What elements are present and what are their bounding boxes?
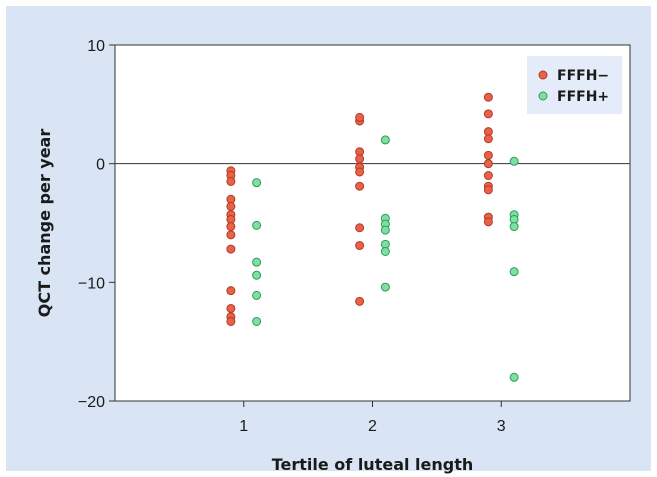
y-axis: 10 0 −10 −20 bbox=[78, 38, 115, 411]
legend-label-fffh-minus: FFFH− bbox=[557, 68, 609, 84]
y-tick-label: −20 bbox=[78, 394, 105, 411]
legend-marker-fffh-minus bbox=[538, 70, 548, 80]
point-fffh-minus bbox=[355, 223, 365, 233]
legend-marker-fffh-plus bbox=[538, 91, 548, 101]
point-fffh-minus bbox=[483, 171, 493, 181]
point-fffh-plus bbox=[380, 246, 390, 256]
y-tick-label: −10 bbox=[78, 275, 105, 292]
point-fffh-plus bbox=[380, 225, 390, 235]
y-axis-title: QCT change per year bbox=[35, 129, 54, 318]
point-fffh-minus bbox=[483, 217, 493, 227]
point-fffh-plus bbox=[252, 290, 262, 300]
point-fffh-plus bbox=[252, 270, 262, 280]
point-fffh-plus bbox=[380, 135, 390, 145]
point-fffh-minus bbox=[226, 303, 236, 313]
x-axis-title: Tertile of luteal length bbox=[272, 455, 474, 474]
point-fffh-minus bbox=[483, 159, 493, 169]
point-fffh-minus bbox=[483, 109, 493, 119]
x-tick-label: 3 bbox=[497, 418, 506, 435]
x-tick-label: 1 bbox=[239, 418, 248, 435]
point-fffh-minus bbox=[355, 154, 365, 164]
x-axis: 1 2 3 bbox=[239, 401, 506, 435]
point-fffh-minus bbox=[355, 167, 365, 177]
point-fffh-minus bbox=[226, 222, 236, 232]
point-fffh-minus bbox=[226, 176, 236, 186]
point-fffh-plus bbox=[509, 267, 519, 277]
point-fffh-minus bbox=[226, 316, 236, 326]
point-fffh-minus bbox=[355, 112, 365, 122]
point-fffh-minus bbox=[355, 181, 365, 191]
legend-box bbox=[527, 56, 622, 114]
y-tick-label: 0 bbox=[96, 157, 105, 174]
legend-label-fffh-plus: FFFH+ bbox=[557, 89, 609, 105]
data-points bbox=[226, 92, 519, 382]
point-fffh-plus bbox=[252, 178, 262, 188]
point-fffh-plus bbox=[252, 220, 262, 230]
y-tick-label: 10 bbox=[87, 38, 105, 55]
legend: FFFH− FFFH+ bbox=[527, 56, 622, 114]
point-fffh-minus bbox=[483, 185, 493, 195]
point-fffh-minus bbox=[226, 230, 236, 240]
point-fffh-minus bbox=[355, 241, 365, 251]
point-fffh-minus bbox=[226, 201, 236, 211]
point-fffh-minus bbox=[483, 150, 493, 160]
point-fffh-minus bbox=[483, 92, 493, 102]
point-fffh-minus bbox=[226, 286, 236, 296]
point-fffh-minus bbox=[483, 134, 493, 144]
point-fffh-minus bbox=[226, 244, 236, 254]
point-fffh-minus bbox=[355, 296, 365, 306]
point-fffh-plus bbox=[252, 257, 262, 267]
point-fffh-plus bbox=[380, 282, 390, 292]
point-fffh-plus bbox=[252, 316, 262, 326]
point-fffh-plus bbox=[509, 156, 519, 166]
x-tick-label: 2 bbox=[368, 418, 377, 435]
point-fffh-plus bbox=[509, 222, 519, 232]
point-fffh-plus bbox=[509, 372, 519, 382]
